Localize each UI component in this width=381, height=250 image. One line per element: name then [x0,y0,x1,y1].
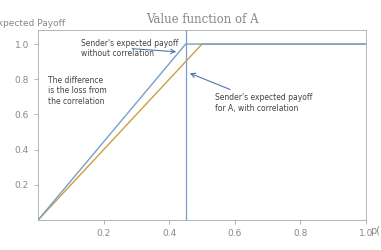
X-axis label: p(: p( [371,226,381,236]
Title: Value function of A: Value function of A [146,13,258,26]
Text: Expected Payoff: Expected Payoff [0,18,66,28]
Text: The difference
is the loss from
the correlation: The difference is the loss from the corr… [48,76,107,106]
Text: Sender's expected payoff
for A, with correlation: Sender's expected payoff for A, with cor… [191,73,312,113]
Text: Sender's expected payoff
without correlation: Sender's expected payoff without correla… [81,39,178,58]
